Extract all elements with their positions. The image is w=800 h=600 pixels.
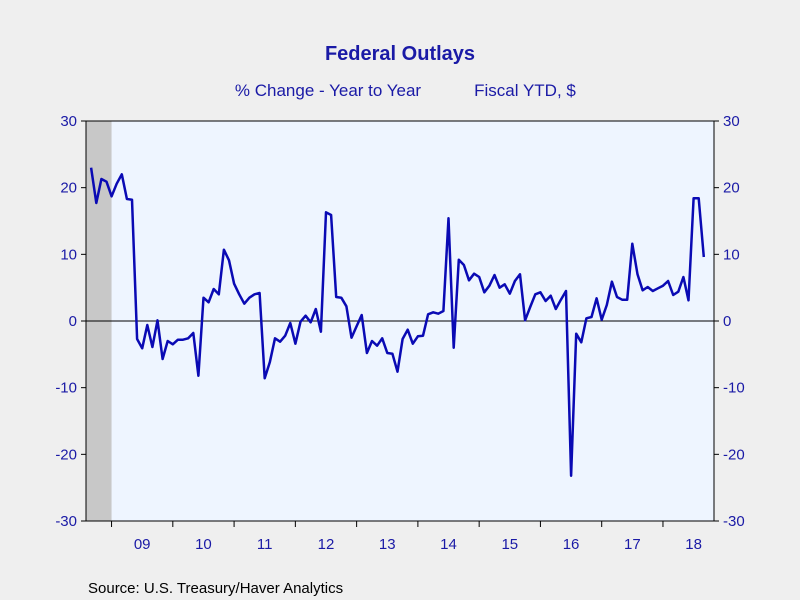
y-axis-right: -30 -20 -10 0 10 20 30	[714, 113, 745, 530]
x-tick-label: 10	[195, 536, 212, 553]
series-line-0	[89, 167, 706, 477]
y-tick-label-right: 10	[723, 246, 740, 263]
x-tick-label: 17	[624, 536, 641, 553]
y-tick-label-right: 30	[723, 113, 740, 130]
series-layer	[89, 167, 706, 477]
y-tick-label-right: 0	[723, 313, 731, 330]
chart-subtitle-right: Fiscal YTD, $	[474, 81, 576, 100]
y-tick-label-left: 0	[69, 313, 77, 330]
x-tick-label: 16	[563, 536, 580, 553]
x-tick-label: 18	[685, 536, 702, 553]
x-axis: 09 10 11 12 13 14 15 16 17 18	[111, 521, 702, 553]
chart-subtitle-left: % Change - Year to Year	[235, 81, 422, 100]
x-tick-label: 12	[318, 536, 335, 553]
y-tick-label-left: -10	[55, 380, 77, 397]
y-tick-label-left: -30	[55, 513, 77, 530]
y-tick-label-left: -20	[55, 446, 77, 463]
y-tick-label-left: 20	[60, 180, 77, 197]
y-tick-label-right: -10	[723, 380, 745, 397]
y-tick-label-right: 20	[723, 180, 740, 197]
x-tick-label: 13	[379, 536, 396, 553]
x-tick-label: 15	[501, 536, 518, 553]
source-note: Source: U.S. Treasury/Haver Analytics	[88, 580, 343, 597]
y-tick-label-right: -20	[723, 446, 745, 463]
y-axis-left: -30 -20 -10 0 10 20 30	[55, 113, 86, 530]
y-tick-label-right: -30	[723, 513, 745, 530]
chart-title: Federal Outlays	[325, 43, 475, 65]
y-tick-label-left: 30	[60, 113, 77, 130]
x-tick-label: 14	[440, 536, 457, 553]
x-tick-label: 11	[257, 536, 273, 553]
x-tick-label: 09	[134, 536, 151, 553]
y-tick-label-left: 10	[60, 246, 77, 263]
